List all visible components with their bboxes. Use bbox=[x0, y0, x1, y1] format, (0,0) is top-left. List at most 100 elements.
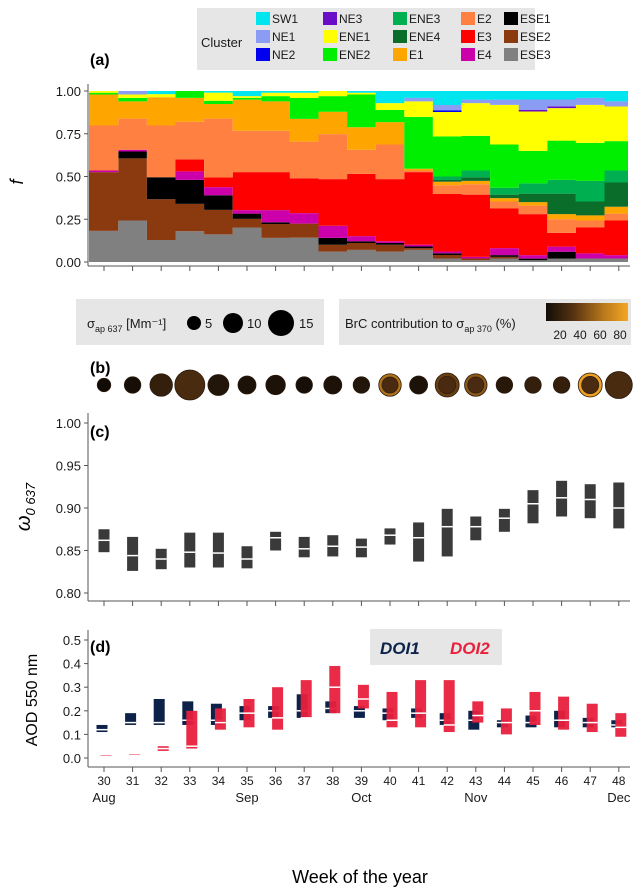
legend-swatch-ene4 bbox=[393, 30, 407, 43]
panel-c-y-tick-label: 0.90 bbox=[56, 501, 81, 516]
legend-label-sw1: SW1 bbox=[272, 12, 298, 26]
panel-c-y-label: ω0 637 bbox=[13, 482, 38, 531]
bubble-week-48 bbox=[604, 371, 633, 399]
panel-d-x-tick-label: 43 bbox=[469, 774, 483, 788]
bubble-week-45 bbox=[524, 376, 542, 394]
omega-box-week-37 bbox=[298, 536, 310, 558]
brc-color-bar-tick: 20 bbox=[553, 328, 567, 342]
omega-box-week-40 bbox=[384, 528, 396, 545]
panel-d-boxes bbox=[96, 665, 627, 756]
omega-box-week-42 bbox=[441, 508, 453, 557]
panel-c-chart: (c) 0.80 0.85 0.90 0.95 1.00 ω0 637 bbox=[13, 413, 630, 606]
doi2-box-week-40 bbox=[386, 691, 398, 728]
panel-d-x-tick-label: 33 bbox=[183, 774, 197, 788]
legend-label-ene2: ENE2 bbox=[339, 48, 371, 62]
panel-d-x-label: Week of the year bbox=[292, 867, 428, 887]
area-ene4 bbox=[89, 94, 628, 216]
panel-a-x-ticks bbox=[103, 266, 620, 271]
panel-d-y-label: AOD 550 nm bbox=[24, 654, 41, 746]
bubble-week-33 bbox=[174, 369, 206, 401]
area-ene1 bbox=[89, 91, 628, 151]
bubble-week-46 bbox=[552, 376, 571, 394]
omega-box-week-35 bbox=[241, 546, 253, 569]
brc-color-legend: BrC contribution to σap 370 (%) 20 40 60 80 bbox=[339, 299, 631, 345]
panel-a-y-tick-label: 0.00 bbox=[56, 255, 81, 270]
panel-d-y-tick-label: 0.2 bbox=[63, 704, 81, 719]
doi2-box-week-36 bbox=[272, 687, 284, 730]
panel-d-x-tick-label: 37 bbox=[298, 774, 312, 788]
doi2-box-week-41 bbox=[415, 680, 427, 728]
brc-color-bar-tick: 80 bbox=[613, 328, 627, 342]
legend-swatch-ene2 bbox=[323, 48, 337, 61]
legend-label-ene3: ENE3 bbox=[409, 12, 441, 26]
area-e4 bbox=[89, 149, 628, 259]
doi2-box-week-37 bbox=[300, 680, 312, 718]
doi2-box-week-42 bbox=[443, 680, 455, 733]
stacked-area-series bbox=[89, 91, 628, 262]
panel-a-y-label: f bbox=[7, 178, 27, 185]
panel-a-y-tick-label: 0.25 bbox=[56, 212, 81, 227]
cluster-legend: Cluster SW1 NE1 NE2 NE3 ENE1 ENE2 ENE3 ENE4 E1 E2… bbox=[197, 8, 551, 70]
doi2-legend-label: DOI2 bbox=[450, 639, 490, 658]
sigma-size-legend: σap 637 [Mm⁻¹] 5 10 15 bbox=[76, 299, 324, 345]
size-legend-label-large: 15 bbox=[299, 316, 313, 331]
panel-c-y-label-symbol: ω bbox=[13, 515, 35, 531]
bubble-week-44 bbox=[495, 376, 514, 394]
legend-swatch-ne3 bbox=[323, 12, 337, 25]
brc-legend-prefix: BrC contribution to σ bbox=[345, 316, 464, 331]
doi2-box-week-44 bbox=[500, 708, 512, 735]
omega-box-week-33 bbox=[184, 532, 196, 568]
omega-box-week-46 bbox=[556, 480, 568, 517]
month-label-dec: Dec bbox=[607, 790, 631, 805]
doi1-box-week-32 bbox=[153, 699, 165, 725]
legend-swatch-e3 bbox=[461, 30, 475, 43]
area-ene2 bbox=[89, 91, 628, 188]
bubble-core-week-40 bbox=[381, 376, 399, 394]
panel-c-y-tick-label: 0.95 bbox=[56, 459, 81, 474]
size-legend-label-medium: 10 bbox=[247, 316, 261, 331]
panel-d-x-tick-label: 45 bbox=[526, 774, 540, 788]
doi1-box-week-30 bbox=[96, 724, 108, 733]
omega-box-week-39 bbox=[355, 538, 367, 558]
panel-d-x-tick-label: 34 bbox=[212, 774, 226, 788]
panel-d-x-tick-label: 35 bbox=[240, 774, 254, 788]
bubble-week-41 bbox=[409, 375, 429, 395]
panel-d-y-tick-label: 0.1 bbox=[63, 727, 81, 742]
brc-color-bar bbox=[546, 303, 628, 321]
legend-label-ese1: ESE1 bbox=[520, 12, 551, 26]
size-legend-circle-large bbox=[268, 310, 294, 336]
bubble-week-39 bbox=[352, 376, 371, 394]
area-e1 bbox=[89, 94, 628, 221]
panel-b-label: (b) bbox=[90, 360, 110, 377]
legend-swatch-sw1 bbox=[256, 12, 270, 25]
bubble-week-36 bbox=[265, 374, 286, 396]
panel-d-x-tick-label: 44 bbox=[498, 774, 512, 788]
brc-legend-unit: (%) bbox=[492, 316, 516, 331]
panel-d-x-tick-label: 31 bbox=[126, 774, 140, 788]
sigma-size-legend-sub: ap 637 bbox=[95, 324, 123, 334]
area-ese3 bbox=[89, 220, 628, 262]
panel-d-y-tick-label: 0.0 bbox=[63, 751, 81, 766]
panel-d-x-tick-label: 42 bbox=[441, 774, 455, 788]
doi2-box-week-45 bbox=[529, 691, 541, 725]
legend-swatch-ene3 bbox=[393, 12, 407, 25]
legend-swatch-e2 bbox=[461, 12, 475, 25]
legend-swatch-e1 bbox=[393, 48, 407, 61]
panel-d-x-tick-label: 39 bbox=[355, 774, 369, 788]
omega-box-week-36 bbox=[270, 531, 282, 551]
sigma-size-legend-unit: [Mm⁻¹] bbox=[123, 316, 167, 331]
size-legend-circle-medium bbox=[223, 313, 243, 333]
brc-color-bar-tick: 60 bbox=[593, 328, 607, 342]
panel-d-y-tick-label: 0.4 bbox=[63, 657, 81, 672]
brc-legend-sub: ap 370 bbox=[464, 324, 492, 334]
doi1-box-week-31 bbox=[125, 713, 137, 725]
legend-label-ese2: ESE2 bbox=[520, 30, 551, 44]
legend-swatch-ene1 bbox=[323, 30, 337, 43]
panel-a-y-tick-label: 1.00 bbox=[56, 84, 81, 99]
legend-swatch-ne1 bbox=[256, 30, 270, 43]
bubble-week-30 bbox=[96, 377, 112, 393]
doi-legend-background bbox=[370, 629, 502, 665]
omega-box-week-34 bbox=[212, 532, 224, 568]
panel-c-y-ticks: 0.80 0.85 0.90 0.95 1.00 bbox=[56, 416, 88, 601]
month-label-aug: Aug bbox=[92, 790, 115, 805]
